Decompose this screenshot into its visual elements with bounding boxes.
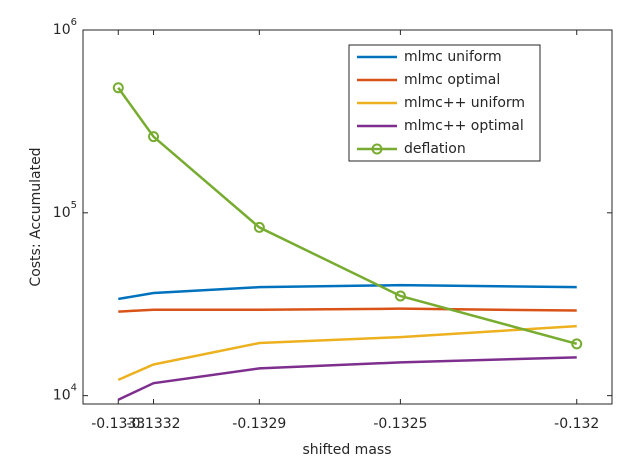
series-marker [253,221,265,233]
legend-box [348,44,541,162]
series-marker [148,131,160,143]
legend-label: mlmc uniform [404,49,502,65]
x-tick-label: -0.1333 [91,416,145,432]
y-tick-label: 105 [53,200,77,221]
x-tick-label: -0.132 [554,416,599,432]
x-tick-label: -0.1332 [127,416,181,432]
legend-label: deflation [404,141,466,157]
series-line [118,283,577,301]
series-line [117,356,577,401]
series-marker [394,290,406,302]
legend-label: mlmc++ optimal [404,118,524,134]
x-axis-label: shifted mass [303,442,392,458]
legend-label: mlmc++ uniform [404,95,525,111]
series-group [112,82,583,401]
series-line [118,307,577,313]
series-line [117,324,577,381]
legend-marker [371,143,383,155]
series-line [117,87,578,346]
x-tick-label: -0.1325 [373,416,427,432]
series-marker [571,338,583,350]
y-tick-label: 104 [53,383,77,404]
axes-box [82,29,613,405]
legend-label: mlmc optimal [404,72,500,88]
series-marker [112,82,124,94]
y-axis-label: Costs: Accumulated [28,147,44,286]
x-tick-label: -0.1329 [232,416,286,432]
y-tick-label: 106 [53,17,77,38]
